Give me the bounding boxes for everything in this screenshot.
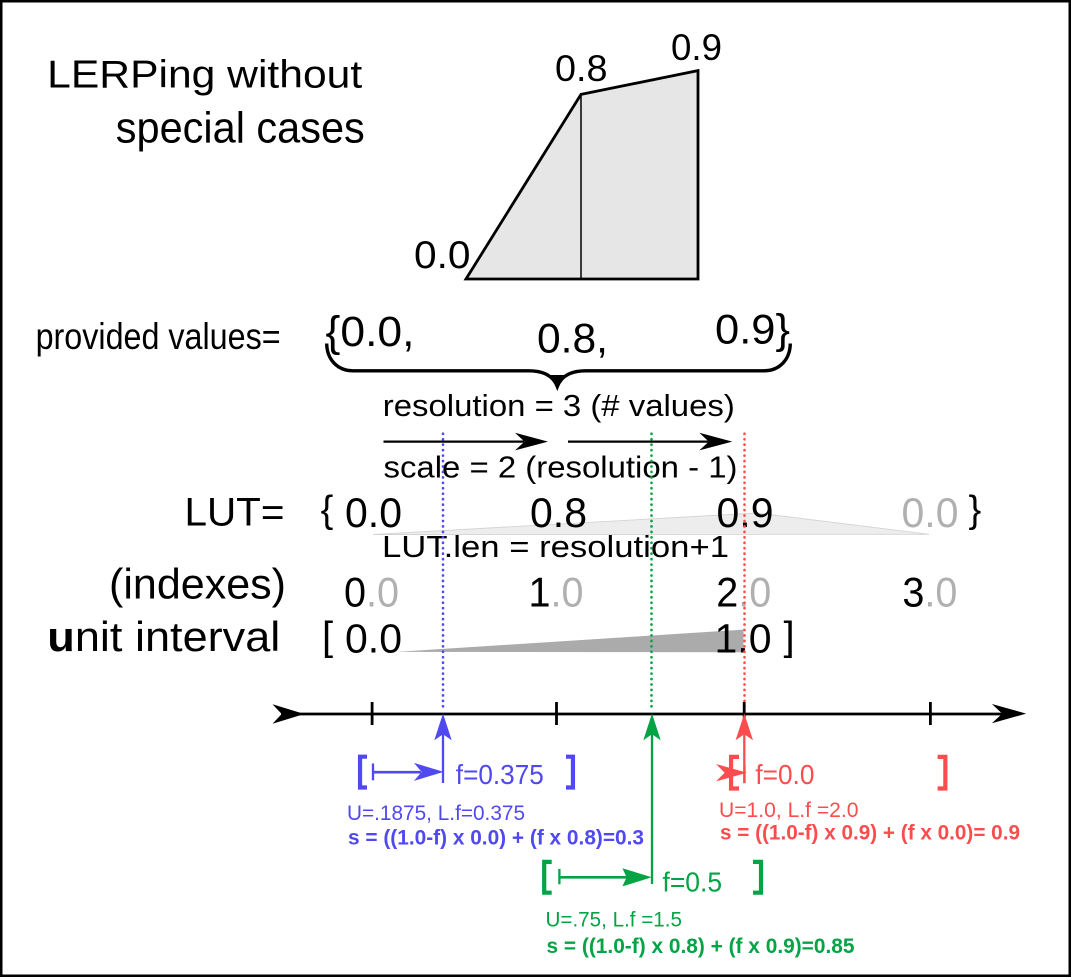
svg-text:{: { — [321, 489, 334, 531]
svg-text:0.8,: 0.8, — [537, 315, 608, 362]
svg-text:0.0: 0.0 — [414, 234, 471, 277]
svg-text:f=0.5: f=0.5 — [663, 867, 723, 898]
svg-text:s = ((1.0-f) x 0.0) + (f x 0.8: s = ((1.0-f) x 0.0) + (f x 0.8)=0.3 — [348, 826, 644, 849]
svg-text:0.9: 0.9 — [671, 27, 722, 68]
svg-text:provided values=: provided values= — [36, 316, 281, 357]
svg-text:s = ((1.0-f) x 0.8) + (f x 0.9: s = ((1.0-f) x 0.8) + (f x 0.9)=0.85 — [547, 935, 855, 958]
svg-text:U=.75, L.f =1.5: U=.75, L.f =1.5 — [546, 909, 683, 932]
svg-text:LERPing without: LERPing without — [47, 54, 362, 97]
svg-text:scale = 2 (resolution - 1): scale = 2 (resolution - 1) — [384, 449, 738, 484]
svg-text:LUT.len = resolution+1: LUT.len = resolution+1 — [382, 529, 729, 564]
svg-text:0.0: 0.0 — [345, 490, 402, 536]
svg-text:resolution = 3 (# values): resolution = 3 (# values) — [383, 388, 735, 423]
svg-text:0.9: 0.9 — [717, 490, 774, 536]
svg-text:}: } — [969, 489, 982, 531]
svg-text:s = ((1.0-f) x 0.9) + (f x 0.0: s = ((1.0-f) x 0.9) + (f x 0.0)= 0.9 — [720, 821, 1020, 844]
svg-text:[: [ — [322, 614, 333, 658]
svg-text:]: ] — [784, 614, 795, 658]
svg-text:1.0: 1.0 — [715, 616, 772, 662]
svg-text:1.0: 1.0 — [529, 569, 584, 616]
svg-text:0.0: 0.0 — [345, 616, 402, 662]
svg-text:0.8: 0.8 — [555, 48, 608, 89]
svg-text:f=0.375: f=0.375 — [456, 759, 544, 790]
svg-text:3.0: 3.0 — [902, 569, 957, 616]
svg-text:U=.1875, L.f=0.375: U=.1875, L.f=0.375 — [347, 802, 525, 825]
svg-text:{0.0,: {0.0, — [326, 308, 415, 356]
svg-text:U=1.0, L.f =2.0: U=1.0, L.f =2.0 — [719, 799, 859, 822]
svg-text:0.8: 0.8 — [530, 490, 587, 536]
svg-text:LUT=: LUT= — [185, 491, 285, 535]
svg-text:0.0: 0.0 — [902, 490, 959, 536]
svg-text:0.9}: 0.9} — [715, 306, 790, 353]
svg-text:f=0.0: f=0.0 — [755, 759, 814, 790]
svg-text:0.0: 0.0 — [344, 569, 399, 616]
svg-text:special cases: special cases — [116, 103, 365, 152]
svg-text:(indexes): (indexes) — [109, 560, 286, 608]
svg-text:unit interval: unit interval — [47, 613, 280, 660]
